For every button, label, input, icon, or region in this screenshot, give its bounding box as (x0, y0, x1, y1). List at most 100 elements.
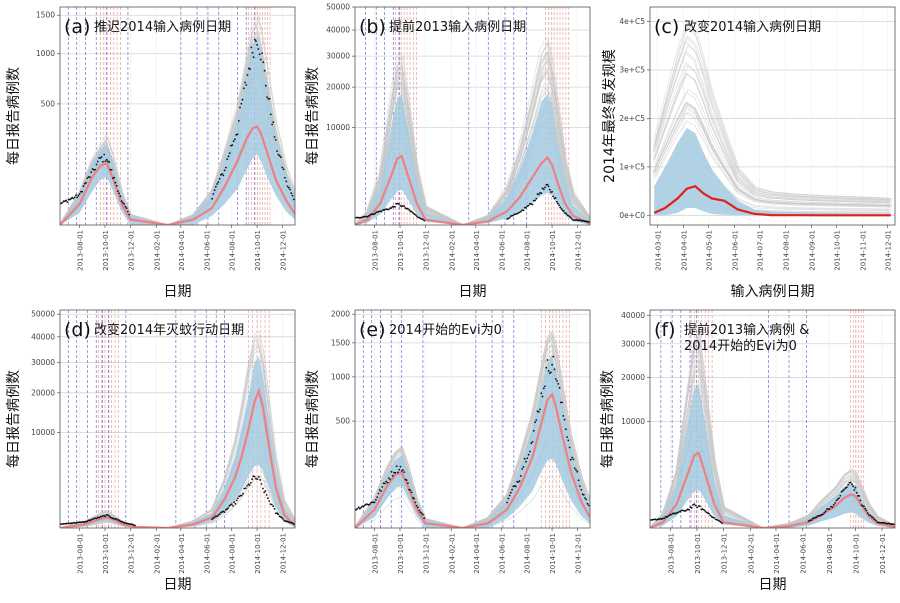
simulation-line (653, 73, 891, 204)
observed-point (211, 518, 214, 521)
x-tick-label: 2014-10-01 (852, 533, 860, 574)
observed-point (721, 522, 723, 525)
observed-point (270, 503, 273, 506)
observed-point (115, 184, 118, 187)
observed-point (521, 209, 524, 212)
observed-point (378, 489, 381, 491)
observed-point (716, 518, 718, 521)
observed-point (280, 516, 283, 519)
observed-point (563, 418, 566, 421)
observed-point (103, 153, 106, 156)
observed-point (213, 189, 216, 192)
observed-point (874, 519, 877, 522)
observed-point (274, 139, 277, 141)
observed-point (827, 508, 830, 510)
observed-point (362, 505, 365, 508)
observed-point (546, 183, 549, 186)
panel-frame (59, 6, 296, 226)
observed-point (108, 515, 111, 517)
x-tick-label: 2014-10-01 (549, 533, 557, 574)
observed-point (117, 190, 119, 193)
x-tick-label: 2014-06-01 (799, 533, 807, 574)
observed-point (413, 497, 416, 500)
observed-point (250, 46, 253, 49)
observed-point (257, 48, 260, 50)
x-tick-label: 2014-02-01 (153, 230, 161, 271)
y-tick-label: 2e+C5 (619, 114, 645, 123)
y-tick-label: 50000 (31, 310, 55, 319)
x-tick-label: 2013-12-01 (422, 230, 430, 271)
observed-point (246, 74, 249, 76)
observed-point (555, 200, 558, 203)
x-tick-label: 2014-08-01 (782, 230, 790, 271)
observed-point (127, 210, 129, 213)
observed-point (292, 523, 295, 525)
observed-point (227, 155, 230, 158)
observed-point (129, 523, 131, 525)
observed-point (110, 169, 113, 171)
confidence-band (654, 128, 891, 216)
simulation-line (653, 62, 891, 203)
plot-area-a (60, 7, 295, 225)
observed-point (714, 518, 717, 521)
observed-point (75, 194, 77, 197)
observed-point (531, 203, 534, 206)
y-tick-label: 30000 (31, 358, 55, 367)
observed-point (357, 506, 360, 509)
observed-point (836, 498, 839, 501)
observed-point (374, 212, 377, 215)
observed-point (394, 206, 396, 208)
observed-point (520, 210, 522, 213)
observed-point (822, 513, 824, 516)
observed-point (849, 481, 852, 484)
observed-point (561, 401, 563, 404)
observed-point (259, 479, 261, 481)
observed-point (823, 511, 826, 514)
x-tick-label: 2014-04-01 (680, 230, 688, 271)
x-tick-label: 2014-08-01 (229, 533, 237, 574)
observed-point (868, 514, 870, 516)
observed-point (282, 518, 284, 520)
x-tick-label: 2013-10-01 (397, 230, 405, 271)
observed-point (217, 514, 220, 516)
observed-point (375, 498, 377, 501)
observed-point (572, 458, 575, 461)
observed-point (256, 478, 259, 480)
observed-point (663, 517, 666, 519)
observed-point (412, 212, 414, 214)
observed-point (128, 213, 131, 216)
panel-d: 10000 20000 30000 40000 50000 2013-08-01 2013-… (6, 309, 296, 593)
observed-point (114, 181, 117, 184)
observed-point (240, 494, 243, 497)
observed-point (376, 496, 379, 498)
observed-point (105, 158, 108, 161)
observed-point (119, 195, 122, 198)
observed-point (287, 186, 290, 189)
observed-point (377, 492, 380, 495)
observed-point (237, 120, 240, 122)
observed-point (506, 501, 508, 504)
observed-point (699, 505, 701, 508)
observed-point (81, 190, 84, 193)
x-tick-label: 2014-12-01 (879, 533, 887, 574)
observed-point (391, 474, 394, 477)
observed-point (575, 469, 577, 471)
observed-point (512, 214, 515, 217)
observed-point (212, 193, 215, 195)
observed-point (410, 210, 413, 213)
y-tick-label: 0e+C0 (619, 211, 645, 220)
observed-point (412, 496, 414, 499)
y-tick-label: 500 (41, 99, 56, 108)
observed-point (866, 512, 869, 514)
simulation-line (355, 336, 590, 528)
observed-point (118, 192, 121, 195)
observed-point (541, 187, 544, 190)
observed-point (85, 181, 87, 184)
observed-point (102, 160, 104, 163)
observed-point (245, 84, 248, 86)
observed-point (547, 185, 550, 188)
observed-point (399, 204, 402, 207)
y-tick-label: 20000 (621, 373, 645, 382)
observed-point (518, 480, 521, 482)
x-tick-label: 2014-12-01 (575, 230, 583, 271)
